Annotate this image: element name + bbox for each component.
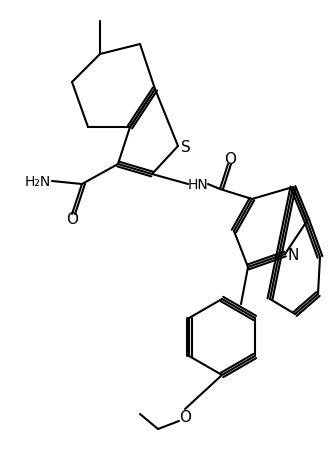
- Text: HN: HN: [188, 178, 208, 192]
- Text: S: S: [181, 139, 191, 154]
- Text: O: O: [224, 151, 236, 166]
- Text: H₂N: H₂N: [25, 175, 51, 188]
- Text: N: N: [287, 247, 299, 262]
- Text: O: O: [66, 211, 78, 226]
- Text: O: O: [179, 410, 191, 425]
